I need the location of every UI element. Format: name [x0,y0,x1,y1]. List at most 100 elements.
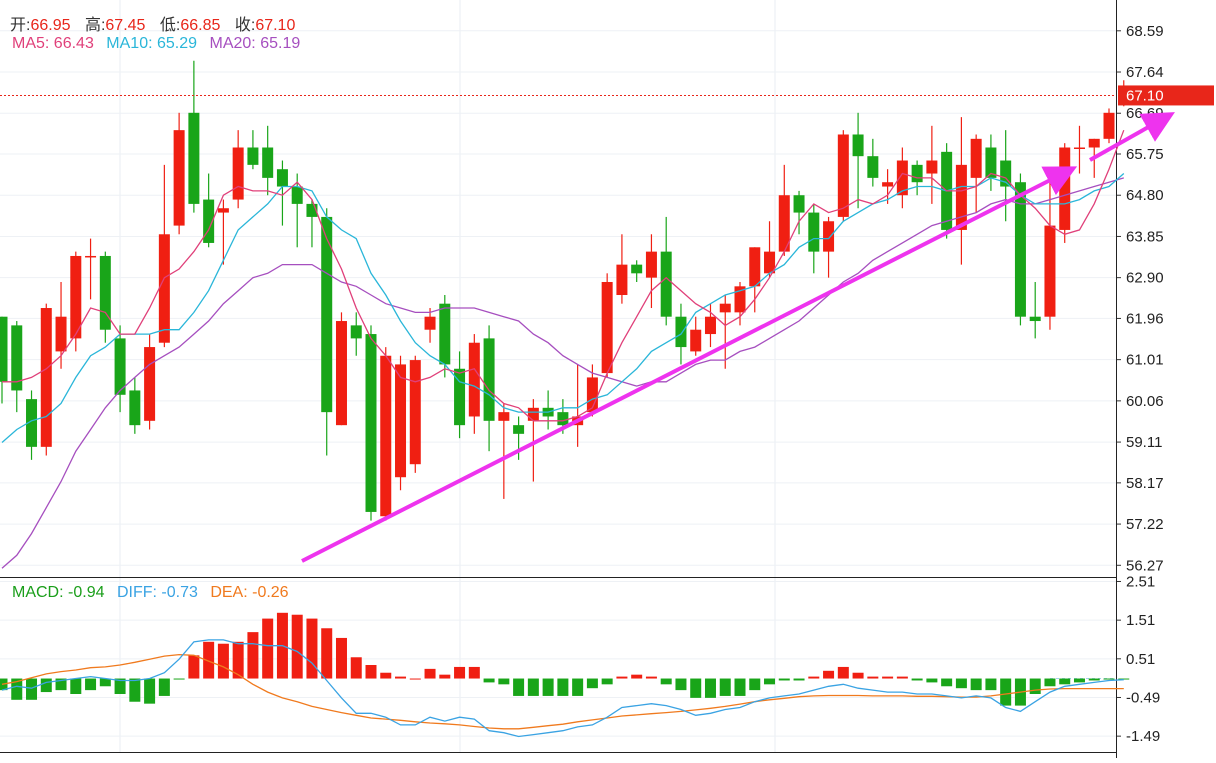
candle-body [217,208,229,213]
macd-histogram-bar [217,643,229,679]
candle-body [409,360,421,465]
dea-value: -0.26 [252,584,289,601]
macd-histogram-bar [778,678,790,681]
macd-histogram-bar [882,676,894,679]
macd-histogram-bar [808,676,820,679]
macd-histogram-bar [114,678,126,694]
candle-body [764,251,776,274]
low-value: 66.85 [180,17,221,34]
macd-histogram-bar [483,678,495,683]
macd-histogram-bar [247,632,259,679]
macd-histogram-bar [306,618,318,679]
candle-body [970,138,982,178]
candle-body [911,164,923,183]
candle-body [955,164,967,230]
candle-body [188,112,200,204]
candle-body [99,255,111,330]
macd-histogram-bar [719,678,731,696]
ma-legend: MA5: 66.43 MA10: 65.29 MA20: 65.19 [12,35,300,53]
macd-histogram-bar [468,666,480,679]
macd-histogram-bar [55,678,67,691]
candle-body [1103,112,1115,139]
candle-body [350,325,362,339]
candle-body [232,147,244,200]
candle-body [616,264,628,296]
ma5-value: 66.43 [53,35,94,52]
candle-body [158,234,170,343]
candle-body [1073,147,1085,150]
macd-histogram-bar [586,678,598,689]
candle-body [129,390,141,426]
candle-body [734,286,746,313]
candle-body [1044,225,1056,317]
price-tick-label: 58.17 [1126,475,1164,492]
candle-body [882,182,894,187]
candle-body [498,412,510,421]
macd-histogram-bar [188,655,200,679]
macd-histogram-bar [1029,678,1041,694]
macd-histogram-bar [439,674,451,679]
macd-histogram-bar [527,678,539,696]
last-price-label: 67.10 [1126,87,1164,104]
price-tick-label: 56.27 [1126,557,1164,574]
macd-histogram-bar [321,628,333,679]
price-tick-label: 62.90 [1126,270,1164,287]
candle-body [85,255,97,258]
macd-histogram-bar [955,678,967,689]
macd-histogram-bar [941,678,953,687]
macd-histogram-bar [335,637,347,679]
candle-body [335,321,347,426]
candle-body [675,316,687,348]
macd-histogram-bar [158,678,170,696]
trend-arrow-extension [1089,112,1175,162]
macd-histogram-bar [11,678,23,700]
macd-histogram-bar [1059,678,1071,685]
macd-histogram-bar [395,676,407,679]
candle-body [114,338,126,395]
macd-histogram-bar [1000,678,1012,706]
candle-body [601,281,613,374]
price-tick-label: 61.96 [1126,310,1164,327]
macd-histogram-bar [852,672,864,679]
price-tick-label: 59.11 [1126,434,1162,451]
macd-histogram-bar [40,678,52,693]
macd-histogram-bar [793,678,805,681]
macd-histogram-bar [409,678,421,680]
candle-body [867,156,879,178]
macd-histogram-bar [675,678,687,691]
price-tick-label: 60.06 [1126,393,1164,410]
candle-body [40,308,52,447]
macd-histogram-bar [1103,678,1115,680]
macd-histogram-bar [985,678,997,691]
macd-value: -0.94 [68,584,105,601]
candle-body [749,247,761,287]
candle-body [424,316,436,330]
candle-body [365,334,377,512]
macd-histogram-bar [291,614,303,679]
candle-body [1088,138,1100,148]
macd-histogram-bar [660,678,672,685]
candle-body [778,195,790,252]
macd-legend: MACD: -0.94 DIFF: -0.73 DEA: -0.26 [12,584,289,602]
macd-histogram-bar [690,678,702,698]
candle-body [55,316,67,352]
candle-body [306,203,318,217]
candle-body [247,147,259,165]
close-label: 收: [234,17,256,34]
candle-body [1014,182,1026,317]
price-tick-label: 67.64 [1126,64,1164,81]
ohlc-legend: 开:66.95 高:67.45 低:66.85 收:67.10 [10,11,295,35]
candle-body [513,425,525,434]
macd-histogram-bar [542,678,554,696]
candle-body [276,169,288,187]
macd-histogram-bar [498,678,510,685]
price-tick-label: 64.80 [1126,187,1164,204]
ma10-label: MA10: [106,35,153,52]
macd-histogram-bar [424,668,436,679]
ma20-line [1,177,1124,569]
price-tick-label: 57.22 [1126,516,1164,533]
ma20-value: 65.19 [260,35,301,52]
macd-histogram-bar [734,678,746,696]
